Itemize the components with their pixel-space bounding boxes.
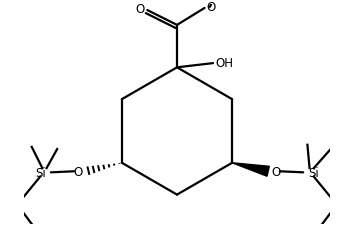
- Polygon shape: [232, 163, 269, 176]
- Text: Si: Si: [35, 166, 46, 179]
- Text: O: O: [73, 165, 82, 178]
- Text: OH: OH: [216, 57, 234, 70]
- Text: O: O: [272, 165, 281, 178]
- Text: O: O: [206, 1, 215, 14]
- Text: O: O: [135, 3, 144, 16]
- Text: Si: Si: [308, 166, 319, 179]
